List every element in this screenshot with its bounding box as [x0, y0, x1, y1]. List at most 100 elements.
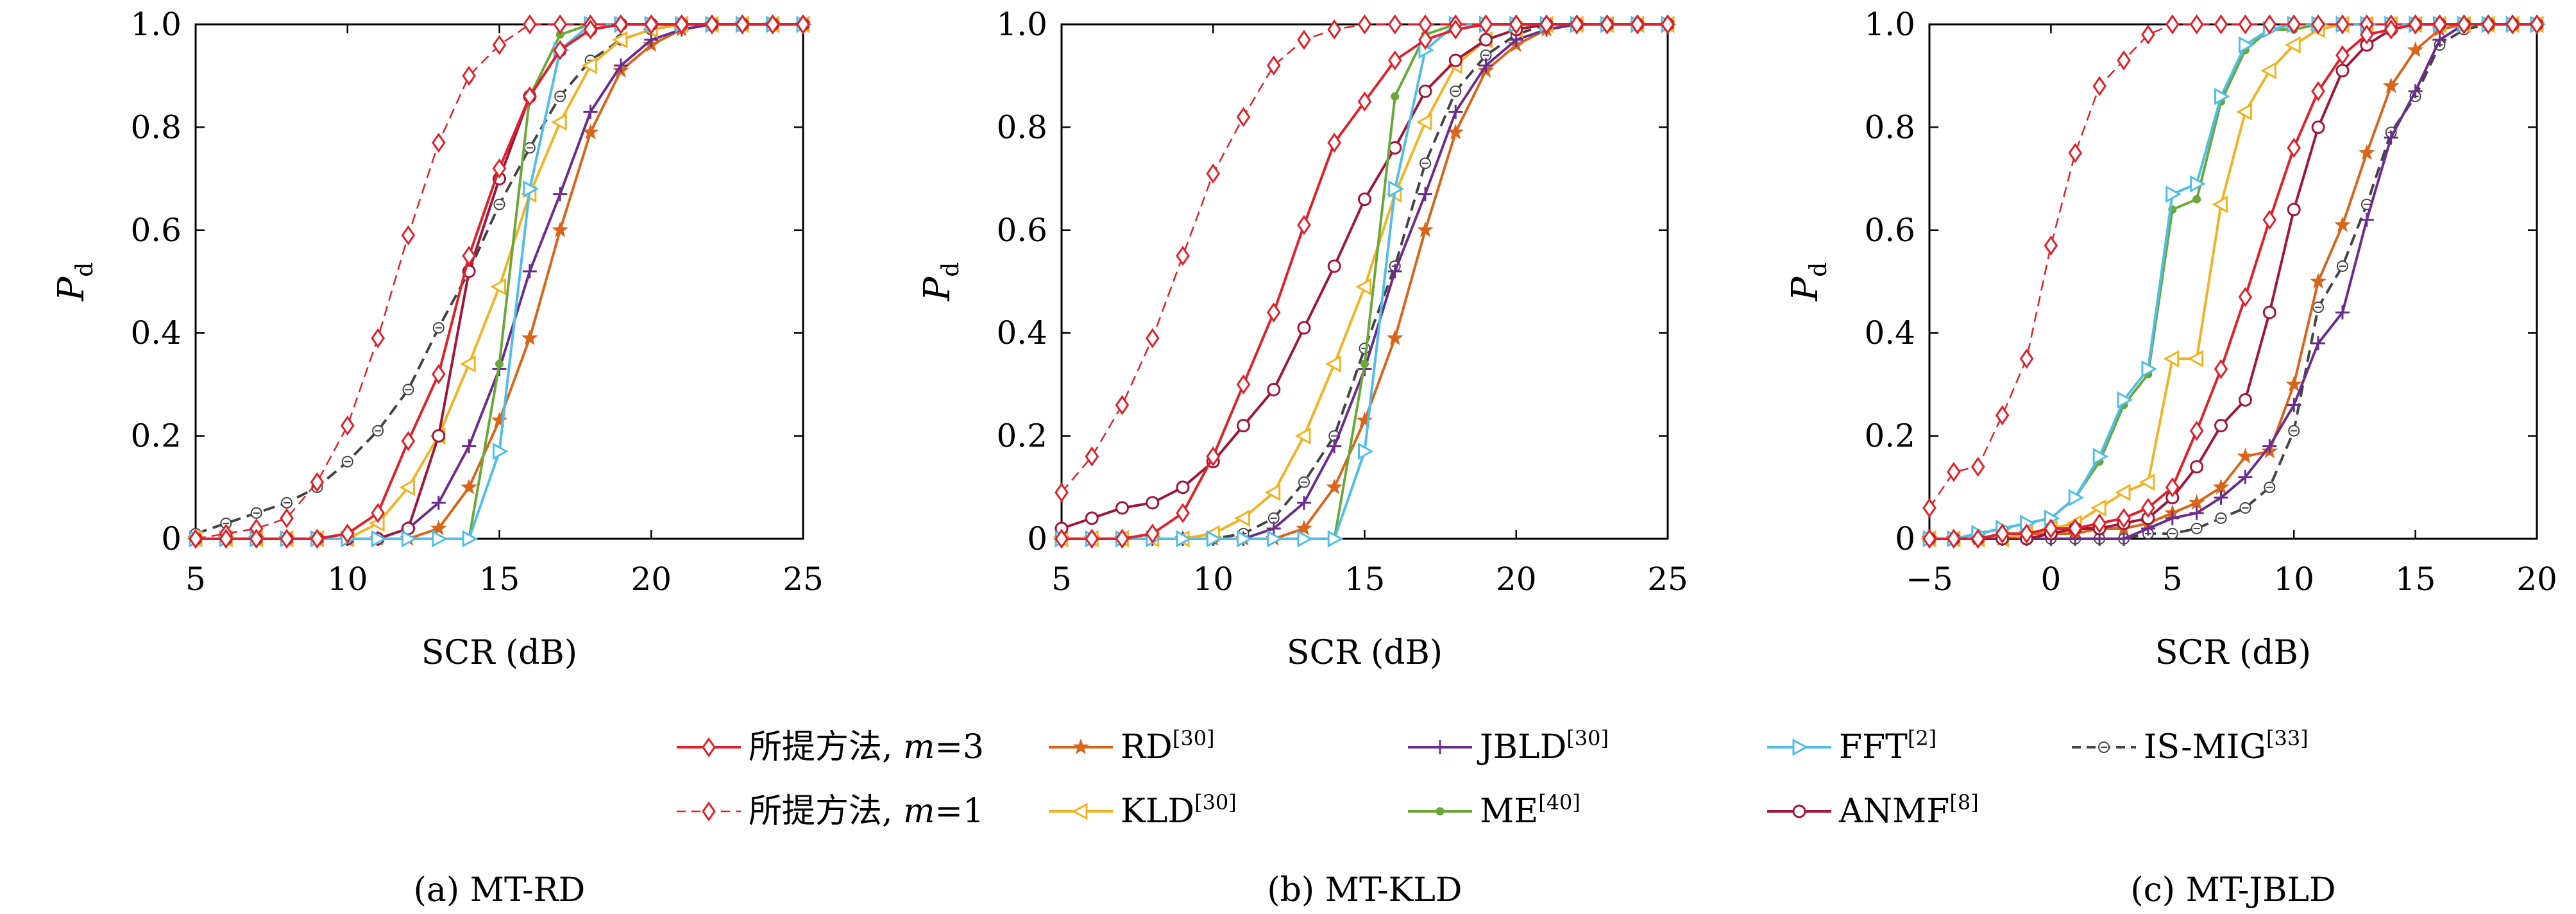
data-point-rd — [2310, 273, 2326, 289]
data-point-proposed_m1 — [431, 132, 446, 153]
data-point-proposed_m3 — [2457, 14, 2471, 35]
data-point-proposed_m3 — [2481, 14, 2496, 35]
series-proposed_m3 — [1922, 14, 2544, 549]
series-line-me — [1929, 23, 2537, 540]
data-point-anmf — [1388, 140, 1402, 155]
series-line-rd — [196, 23, 803, 540]
data-point-proposed_m3 — [1600, 14, 1614, 35]
data-point-jbld — [2214, 490, 2228, 505]
legend-label-text: FFT — [1839, 728, 1908, 766]
data-point-jbld — [613, 58, 628, 73]
y-tick-label: 0.2 — [130, 418, 182, 455]
legend-label-citation: [30] — [1194, 790, 1237, 815]
data-point-anmf — [1146, 496, 1160, 510]
x-tick-label: −5 — [1906, 561, 1953, 598]
series-line-ismig — [195, 23, 803, 535]
data-point-fft — [1267, 530, 1283, 548]
data-point-rd — [2285, 375, 2302, 392]
chart-panels: 0 0.2 0.4 0.6 0.8 1.0 5 10 15 20 25 SCR (dB) Pd (a) M… — [51, 6, 2557, 910]
data-point-proposed_m1 — [1085, 446, 1099, 467]
legend-item-fft: FFT[2] — [1767, 726, 1936, 766]
legend: 所提方法, m=3 RD[30] JBLD[30] FFT[2] IS-MIG[33]所… — [677, 726, 2309, 831]
data-point-kld — [1234, 509, 1250, 527]
y-axis-label-subscript: d — [1806, 262, 1832, 277]
data-point-fft — [371, 530, 387, 548]
y-axis-label: Pd — [1784, 262, 1832, 302]
data-point-proposed_m3 — [2311, 81, 2325, 101]
data-point-rd — [461, 478, 477, 495]
data-point-proposed_m1 — [2238, 14, 2253, 35]
data-point-proposed_m3 — [1206, 446, 1221, 467]
data-point-proposed_m1 — [2262, 14, 2277, 35]
data-point-fft — [462, 530, 479, 548]
data-point-proposed_m1 — [2141, 24, 2155, 45]
data-point-jbld — [2384, 130, 2398, 145]
data-point-fft — [1237, 530, 1253, 548]
data-point-jbld — [2432, 33, 2447, 47]
data-point-proposed_m3 — [492, 158, 507, 179]
data-point-jbld — [1387, 264, 1402, 278]
data-point-fft — [401, 530, 418, 548]
series-proposed_m1 — [189, 14, 810, 549]
series-rd — [1921, 15, 2545, 546]
legend-marker — [2098, 741, 2110, 753]
data-point-kld — [551, 113, 567, 131]
data-point-ismig — [1359, 343, 1371, 355]
legend-item-me: ME[40] — [1408, 790, 1580, 831]
data-point-kld — [2187, 350, 2204, 368]
legend-marker — [1071, 802, 1088, 820]
data-point-fft — [2141, 360, 2158, 378]
x-tick-label: 20 — [631, 561, 672, 598]
data-point-proposed_m1 — [1176, 246, 1190, 266]
data-point-kld — [581, 56, 598, 74]
legend-label-variable: m — [903, 792, 935, 831]
data-point-rd — [2188, 494, 2205, 510]
data-point-proposed_m1 — [1327, 19, 1342, 40]
y-tick-label: 0 — [1027, 520, 1047, 557]
legend-label-text: IS-MIG — [2144, 728, 2266, 766]
data-point-fft — [1327, 530, 1344, 548]
series-line-rd — [1929, 23, 2537, 540]
data-point-anmf — [1267, 382, 1281, 396]
data-point-proposed_m3 — [2505, 14, 2520, 35]
data-point-rd — [2359, 144, 2375, 160]
series-line-proposed_m1 — [195, 23, 803, 540]
data-point-jbld — [644, 33, 659, 47]
series-line-fft — [196, 23, 803, 540]
data-point-proposed_m1 — [553, 14, 568, 35]
data-point-proposed_m3 — [2044, 518, 2058, 539]
x-tick-label: 15 — [479, 561, 520, 598]
data-point-proposed_m3 — [2432, 14, 2447, 35]
legend-marker — [1072, 738, 1089, 754]
chart-panel-2: 0 0.2 0.4 0.6 0.8 1.0 5 10 15 20 25 SCR (dB) Pd (b) M… — [917, 6, 1688, 910]
data-point-rd — [1417, 221, 1434, 237]
data-point-kld — [2139, 473, 2155, 491]
legend-label-text: =3 — [935, 728, 984, 766]
data-point-proposed_m3 — [2530, 14, 2544, 35]
series-line-kld — [1929, 23, 2537, 540]
data-point-anmf — [1327, 259, 1341, 273]
data-point-fft — [2117, 391, 2133, 409]
data-point-proposed_m1 — [2092, 76, 2106, 96]
data-point-anmf — [2214, 419, 2228, 433]
data-point-anmf — [1237, 419, 1250, 433]
data-point-fft — [523, 180, 539, 198]
data-point-proposed_m3 — [674, 14, 689, 35]
series-kld — [186, 15, 810, 548]
data-point-proposed_m3 — [1085, 529, 1099, 549]
x-tick-label: 10 — [327, 561, 368, 598]
y-tick-label: 1.0 — [996, 6, 1047, 43]
series-jbld — [1922, 17, 2544, 546]
y-axis-label: Pd — [51, 262, 98, 302]
data-point-jbld — [2238, 470, 2253, 484]
series-line-fft — [1929, 23, 2537, 540]
data-point-jbld — [1479, 58, 1493, 73]
data-point-proposed_m3 — [614, 14, 628, 35]
plot-frame — [194, 23, 804, 540]
data-point-jbld — [462, 439, 477, 453]
legend-label: IS-MIG[33] — [2144, 726, 2309, 766]
data-point-proposed_m3 — [1418, 30, 1432, 50]
data-point-anmf — [1085, 511, 1099, 525]
legend-label: RD[30] — [1121, 726, 1215, 766]
x-tick-label: 5 — [185, 561, 206, 598]
